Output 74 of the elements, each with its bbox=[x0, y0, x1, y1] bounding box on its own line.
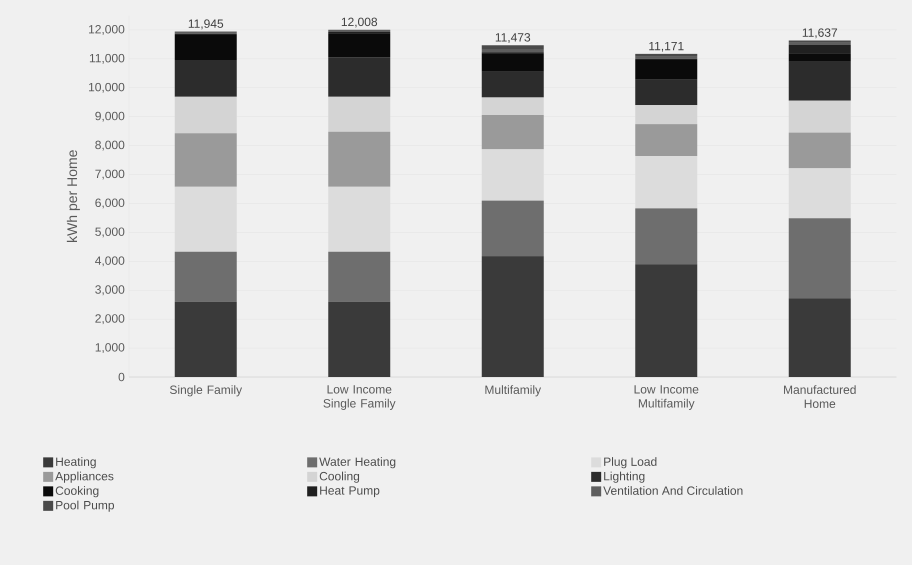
bar bbox=[174, 186, 237, 252]
bar bbox=[328, 132, 390, 187]
x-tick-label: Low Income Single Family bbox=[323, 385, 396, 410]
bar bbox=[635, 79, 698, 106]
total-label: 12,008 bbox=[342, 18, 378, 28]
total-label: 11,171 bbox=[649, 42, 684, 52]
bar bbox=[174, 302, 237, 377]
bar bbox=[482, 72, 544, 98]
y-tick-label: 9,000 bbox=[95, 112, 124, 122]
bar bbox=[174, 252, 237, 302]
y-tick-label: 8,000 bbox=[95, 140, 124, 151]
bar bbox=[788, 298, 851, 377]
bar bbox=[328, 302, 390, 377]
bar bbox=[635, 124, 698, 156]
y-tick-label: 2,000 bbox=[95, 314, 124, 324]
bar bbox=[328, 186, 390, 252]
y-tick-label: 12,000 bbox=[89, 25, 124, 35]
bar bbox=[635, 105, 698, 124]
bar bbox=[788, 62, 851, 101]
bar bbox=[788, 100, 851, 133]
legend-label: Appliances bbox=[55, 472, 114, 483]
total-label: 11,473 bbox=[496, 33, 530, 43]
bar bbox=[174, 60, 237, 97]
bar bbox=[328, 57, 390, 97]
bar bbox=[482, 149, 544, 201]
legend-label: Lighting bbox=[604, 472, 644, 483]
bar bbox=[482, 53, 544, 72]
bar bbox=[482, 200, 544, 256]
bar bbox=[788, 132, 851, 168]
x-tick-label: Manufactured Home bbox=[784, 385, 856, 408]
legend-label: Cooling bbox=[320, 472, 360, 483]
y-tick-label: 7,000 bbox=[95, 170, 124, 180]
total-label: 11,945 bbox=[188, 19, 224, 30]
y-tick-label: 6,000 bbox=[95, 198, 124, 208]
bar bbox=[174, 133, 237, 187]
y-tick-label: 1,000 bbox=[96, 343, 124, 354]
bar bbox=[788, 44, 851, 54]
bar bbox=[788, 53, 851, 62]
legend-label: Plug Load bbox=[604, 457, 656, 468]
bar bbox=[482, 114, 544, 150]
bar bbox=[328, 30, 390, 32]
bar bbox=[328, 33, 390, 58]
bar bbox=[635, 264, 698, 377]
bar bbox=[635, 156, 698, 208]
bar bbox=[174, 96, 237, 134]
y-tick-label: 10,000 bbox=[89, 82, 124, 93]
bar bbox=[635, 60, 698, 80]
x-tick-label: Single Family bbox=[170, 385, 242, 396]
bar bbox=[788, 40, 851, 43]
bar bbox=[788, 218, 851, 298]
legend-label: Heat Pump bbox=[320, 486, 380, 498]
bar bbox=[635, 54, 698, 57]
bar bbox=[788, 168, 851, 218]
legend-label: Pool Pump bbox=[56, 500, 114, 512]
bar bbox=[174, 35, 237, 60]
bar bbox=[328, 96, 390, 132]
y-tick-label: 11,000 bbox=[90, 54, 124, 64]
y-tick-label: 5,000 bbox=[95, 227, 124, 238]
legend-label: Heating bbox=[56, 457, 96, 468]
legend-label: Ventilation And Circulation bbox=[603, 486, 742, 495]
x-tick-label: Low Income Multifamily bbox=[634, 385, 698, 410]
y-tick-label: 3,000 bbox=[95, 285, 124, 296]
bar bbox=[328, 252, 390, 302]
total-label: 11,637 bbox=[802, 28, 838, 38]
y-tick-label: 0 bbox=[118, 372, 124, 382]
bar bbox=[635, 208, 698, 264]
bar bbox=[482, 256, 544, 377]
bar bbox=[482, 97, 544, 115]
y-axis-title: kWh per Home bbox=[66, 150, 80, 242]
x-tick-label: Multifamily bbox=[485, 385, 542, 396]
legend-label: Cooking bbox=[56, 486, 98, 498]
bar bbox=[482, 45, 544, 50]
legend-label: Water Heating bbox=[319, 457, 396, 468]
y-tick-label: 4,000 bbox=[95, 256, 124, 266]
